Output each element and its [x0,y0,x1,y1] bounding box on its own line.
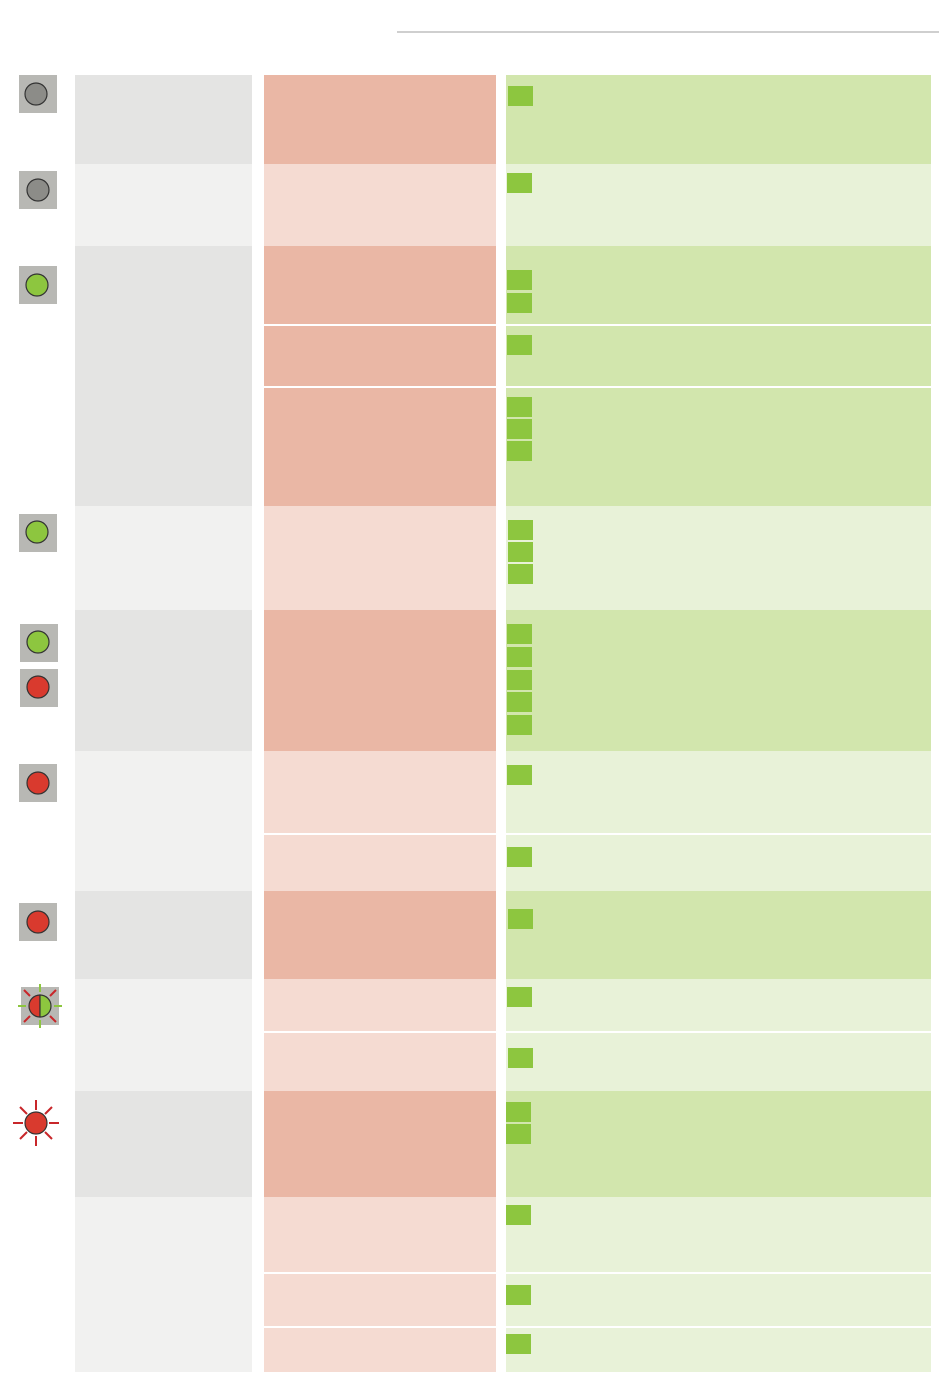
led-green-icon [19,266,57,304]
table-cell-remedy [506,751,931,833]
bullet-marker [507,419,532,439]
table-cell-cause [264,506,496,610]
bullet-marker [507,270,532,290]
bullet-marker [507,397,532,417]
bullet-marker [507,624,532,644]
bullet-marker [506,1334,531,1354]
bullet-marker [507,765,532,785]
table-cell-remedy [506,75,931,164]
bullet-marker [508,909,533,929]
table-cell-state [75,1197,252,1372]
table-cell-remedy [506,1328,931,1372]
led-off-icon [19,171,57,209]
table-cell-remedy [506,246,931,324]
table-cell-remedy [506,164,931,246]
bullet-marker [507,715,532,735]
led-red-icon [19,764,57,802]
table-cell-state [75,1091,252,1197]
header-rule [397,31,939,33]
table-cell-remedy [506,610,931,751]
led-red-green-flashing-icon [18,984,62,1028]
table-cell-cause [264,891,496,979]
table-cell-remedy [506,1033,931,1091]
table-cell-remedy [506,891,931,979]
led-green-icon [20,624,58,662]
bullet-marker [506,1102,531,1122]
table-cell-remedy [506,1197,931,1272]
table-cell-cause [264,164,496,246]
bullet-marker [507,335,532,355]
bullet-marker [507,847,532,867]
bullet-marker [507,692,532,712]
table-cell-cause [264,610,496,751]
table-cell-remedy [506,506,931,610]
led-red-icon [19,903,57,941]
table-cell-remedy [506,326,931,386]
table-cell-cause [264,835,496,891]
table-cell-cause [264,1274,496,1326]
table-cell-remedy [506,835,931,891]
bullet-marker [507,987,532,1007]
table-cell-cause [264,1033,496,1091]
table-cell-state [75,979,252,1091]
table-cell-state [75,891,252,979]
table-cell-state [75,75,252,164]
table-cell-remedy [506,979,931,1031]
table-cell-state [75,164,252,246]
table-cell-cause [264,75,496,164]
table-cell-cause [264,1197,496,1272]
table-cell-cause [264,1328,496,1372]
led-red-flashing-icon [13,1100,59,1146]
bullet-marker [508,564,533,584]
table-cell-remedy [506,1091,931,1197]
table-cell-cause [264,751,496,833]
table-cell-cause [264,979,496,1031]
bullet-marker [507,441,532,461]
table-cell-remedy [506,388,931,506]
bullet-marker [508,520,533,540]
table-cell-cause [264,326,496,386]
table-cell-cause [264,388,496,506]
table-cell-cause [264,1091,496,1197]
bullet-marker [507,670,532,690]
table-cell-cause [264,246,496,324]
bullet-marker [506,1285,531,1305]
bullet-marker [506,1205,531,1225]
bullet-marker [508,542,533,562]
table-cell-state [75,610,252,751]
bullet-marker [508,86,533,106]
table-cell-state [75,246,252,506]
led-green-icon [19,514,57,552]
table-cell-state [75,751,252,891]
bullet-marker [507,293,532,313]
bullet-marker [507,173,532,193]
table-cell-remedy [506,1274,931,1326]
bullet-marker [508,1048,533,1068]
led-red-icon [20,669,58,707]
table-cell-state [75,506,252,610]
bullet-marker [507,647,532,667]
led-off-icon [19,75,57,113]
bullet-marker [506,1124,531,1144]
